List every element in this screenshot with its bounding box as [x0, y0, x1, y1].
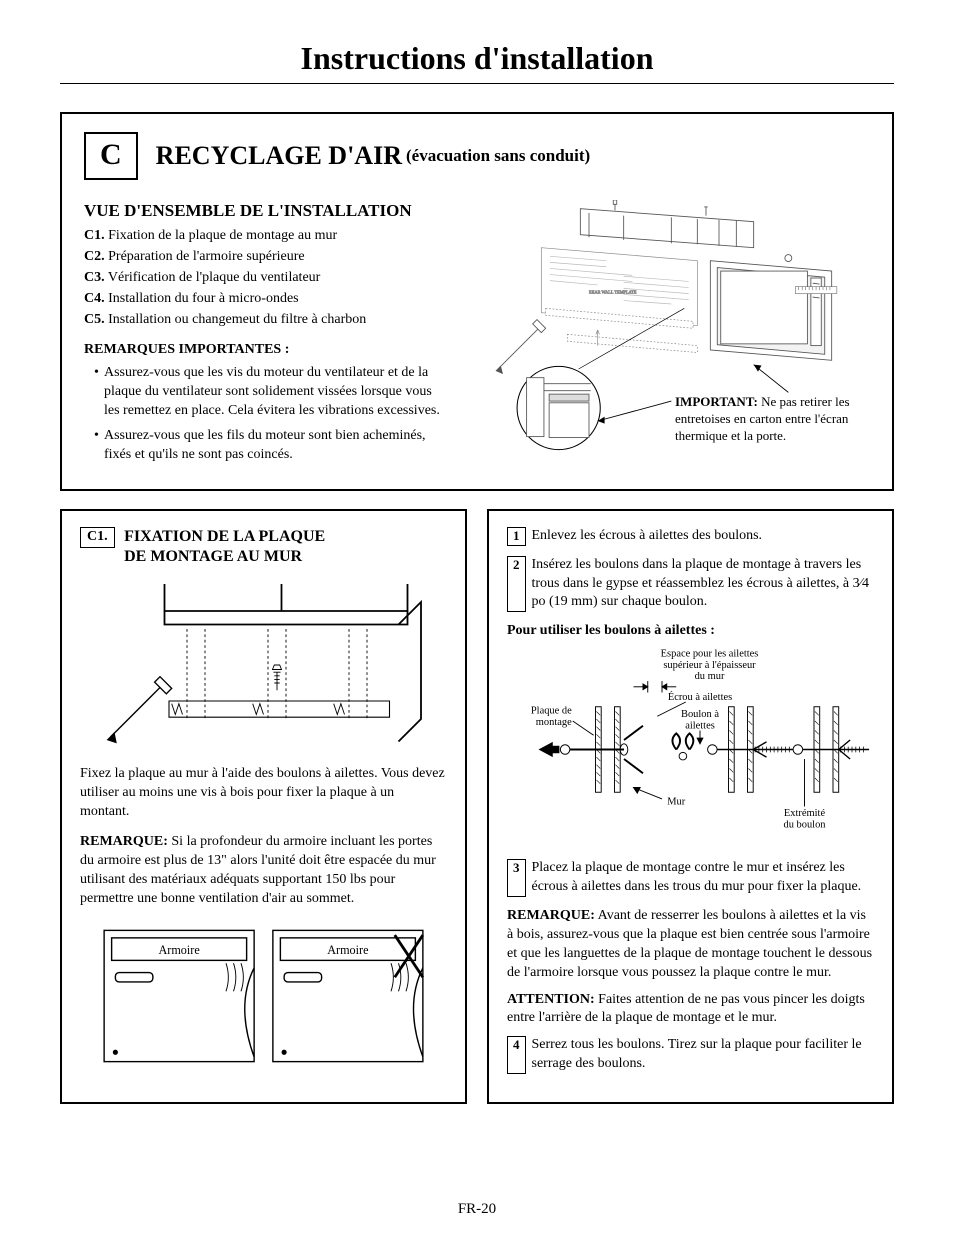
c1-remarque: REMARQUE: Si la profondeur du armoire in… — [80, 833, 447, 909]
step-text: Préparation de l'armoire supérieure — [108, 249, 305, 264]
lower-columns: C1. FIXATION DE LA PLAQUE DE MONTAGE AU … — [60, 509, 894, 1104]
cabinet-figure: Armoire Armoire — [80, 921, 447, 1071]
toggle-svg: Espace pour les ailettes supérieur à l'é… — [507, 645, 874, 835]
c1-title: FIXATION DE LA PLAQUE DE MONTAGE AU MUR — [124, 527, 325, 567]
section-columns: VUE D'ENSEMBLE DE L'INSTALLATION C1. Fix… — [84, 200, 870, 471]
section-subtitle: (évacuation sans conduit) — [406, 146, 590, 165]
overview-step: C3. Vérification de l'plaque du ventilat… — [84, 269, 444, 288]
step-num: C3. — [84, 270, 105, 285]
overview-step: C4. Installation du four à micro-ondes — [84, 290, 444, 309]
step-num-1: 1 — [507, 527, 526, 546]
label-space-3: du mur — [695, 671, 725, 682]
step-num-4: 4 — [507, 1036, 526, 1074]
label-space-1: Espace pour les ailettes — [661, 649, 759, 660]
page: Instructions d'installation C RECYCLAGE … — [0, 0, 954, 1238]
section-title: RECYCLAGE D'AIR — [156, 141, 402, 170]
section-c-box: C RECYCLAGE D'AIR (évacuation sans condu… — [60, 112, 894, 491]
step-text: Installation du four à micro-ondes — [108, 291, 299, 306]
page-title: Instructions d'installation — [60, 40, 894, 77]
overview-step: C1. Fixation de la plaque de montage au … — [84, 227, 444, 246]
exploded-view-figure: REAR WALL TEMPLATE — [464, 200, 870, 460]
important-note: IMPORTANT: Ne pas retirer les entretoise… — [675, 394, 870, 445]
step-1-text: Enlevez les écrous à ailettes des boulon… — [532, 527, 875, 546]
c1-title-line1: FIXATION DE LA PLAQUE — [124, 528, 325, 545]
label-end-2: du boulon — [783, 820, 826, 831]
step-2: 2 Insérez les boulons dans la plaque de … — [507, 556, 874, 613]
bolt-heading: Pour utiliser les boulons à ailettes : — [507, 622, 874, 641]
section-letter: C — [84, 132, 138, 180]
label-wall: Mur — [667, 797, 685, 808]
label-plate-1: Plaque de — [531, 706, 572, 717]
step-num: C4. — [84, 291, 105, 306]
cabinet-svg: Armoire Armoire — [80, 921, 447, 1071]
step-1: 1 Enlevez les écrous à ailettes des boul… — [507, 527, 874, 546]
section-header: C RECYCLAGE D'AIR (évacuation sans condu… — [84, 132, 870, 180]
label-plate-2: montage — [536, 717, 572, 728]
overview-column: VUE D'ENSEMBLE DE L'INSTALLATION C1. Fix… — [84, 200, 444, 471]
step-2-text: Insérez les boulons dans la plaque de mo… — [532, 556, 875, 613]
step-4: 4 Serrez tous les boulons. Tirez sur la … — [507, 1036, 874, 1074]
right-steps-box: 1 Enlevez les écrous à ailettes des boul… — [487, 509, 894, 1104]
c1-box: C1. FIXATION DE LA PLAQUE DE MONTAGE AU … — [60, 509, 467, 1104]
right-remarque-label: REMARQUE: — [507, 908, 595, 923]
c1-num: C1. — [80, 527, 115, 548]
step-text: Fixation de la plaque de montage au mur — [108, 228, 337, 243]
label-bolt-1: Boulon à — [681, 709, 719, 720]
overview-step: C5. Installation ou changemeut du filtre… — [84, 311, 444, 330]
step-3: 3 Placez la plaque de montage contre le … — [507, 859, 874, 897]
toggle-bolt-figure: Espace pour les ailettes supérieur à l'é… — [507, 645, 874, 835]
c1-body1: Fixez la plaque au mur à l'aide des boul… — [80, 765, 447, 822]
step-3-text: Placez la plaque de montage contre le mu… — [532, 859, 875, 897]
label-end-1: Extrémité — [784, 808, 826, 819]
step-num-3: 3 — [507, 859, 526, 897]
label-nut: Écrou à ailettes — [668, 691, 732, 703]
step-num-2: 2 — [507, 556, 526, 613]
cabinet-label-left: Armoire — [159, 943, 200, 957]
c1-title-line2: DE MONTAGE AU MUR — [124, 548, 302, 565]
right-attention-label: ATTENTION: — [507, 992, 595, 1007]
notes-list: Assurez-vous que les vis du moteur du ve… — [84, 364, 444, 464]
title-rule — [60, 83, 894, 84]
label-space-2: supérieur à l'épaisseur — [663, 660, 756, 671]
step-num: C2. — [84, 249, 105, 264]
right-attention: ATTENTION: Faites attention de ne pas vo… — [507, 991, 874, 1029]
c1-figure — [80, 575, 447, 755]
overview-step: C2. Préparation de l'armoire supérieure — [84, 248, 444, 267]
cabinet-label-right: Armoire — [327, 943, 368, 957]
c1-header: C1. FIXATION DE LA PLAQUE DE MONTAGE AU … — [80, 527, 447, 567]
important-label: IMPORTANT: — [675, 394, 758, 409]
note-item: Assurez-vous que les fils du moteur sont… — [94, 427, 444, 465]
note-item: Assurez-vous que les vis du moteur du ve… — [94, 364, 444, 421]
step-num: C1. — [84, 228, 105, 243]
exploded-figure-column: REAR WALL TEMPLATE — [464, 200, 870, 471]
notes-heading: REMARQUES IMPORTANTES : — [84, 341, 444, 360]
page-number: FR-20 — [0, 1201, 954, 1218]
step-4-text: Serrez tous les boulons. Tirez sur la pl… — [532, 1036, 875, 1074]
remarque-label: REMARQUE: — [80, 834, 168, 849]
label-bolt-2: ailettes — [685, 721, 715, 732]
step-text: Vérification de l'plaque du ventilateur — [108, 270, 320, 285]
template-label: REAR WALL TEMPLATE — [589, 290, 637, 295]
overview-heading: VUE D'ENSEMBLE DE L'INSTALLATION — [84, 200, 444, 223]
right-remarque: REMARQUE: Avant de resserrer les boulons… — [507, 907, 874, 983]
c1-svg — [80, 575, 447, 755]
step-text: Installation ou changemeut du filtre à c… — [108, 312, 366, 327]
step-num: C5. — [84, 312, 105, 327]
overview-step-list: C1. Fixation de la plaque de montage au … — [84, 227, 444, 329]
